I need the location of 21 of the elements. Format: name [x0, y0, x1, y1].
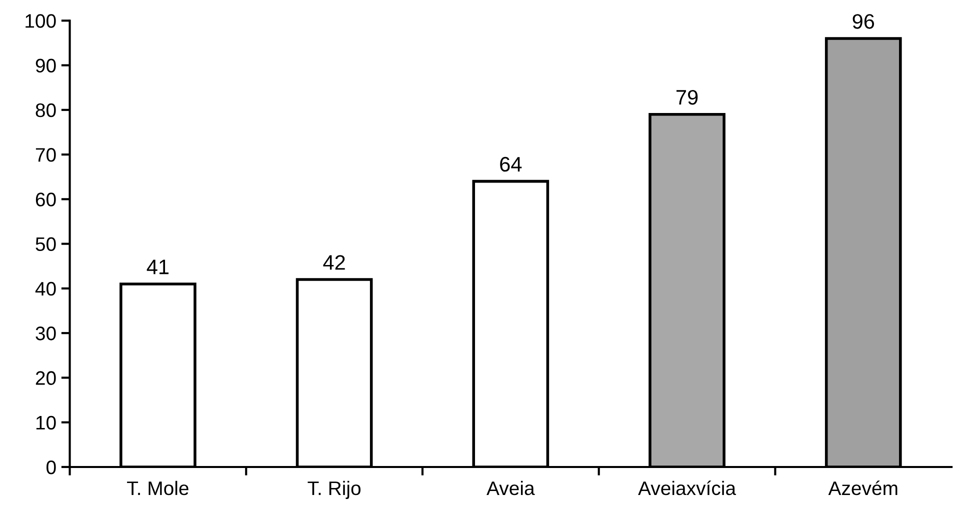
- x-tick-label: Aveiaxvícia: [638, 480, 736, 496]
- y-tick-label: 50: [36, 237, 56, 252]
- y-tick-label: 70: [36, 148, 56, 162]
- y-tick-label: 100: [26, 14, 56, 28]
- y-tick-label: 90: [36, 58, 56, 73]
- y-tick-label: 80: [36, 103, 56, 118]
- x-tick-label: T. Rijo: [308, 480, 360, 499]
- y-tick-label: 20: [36, 371, 56, 385]
- y-tick-label: 0: [46, 460, 56, 474]
- x-tick-label: T. Mole: [127, 480, 188, 496]
- data-label: 96: [852, 14, 874, 29]
- data-label: 64: [500, 156, 522, 172]
- y-tick-label: 30: [36, 326, 56, 340]
- x-tick-label: Aveia: [486, 480, 535, 496]
- data-label: 41: [146, 260, 169, 274]
- data-label: 79: [676, 90, 698, 105]
- y-tick-label: 10: [36, 416, 56, 430]
- data-label: 42: [323, 255, 345, 270]
- y-tick-label: 40: [35, 282, 56, 296]
- y-tick-label: 60: [36, 192, 56, 206]
- x-tick-label: Azevém: [828, 480, 898, 496]
